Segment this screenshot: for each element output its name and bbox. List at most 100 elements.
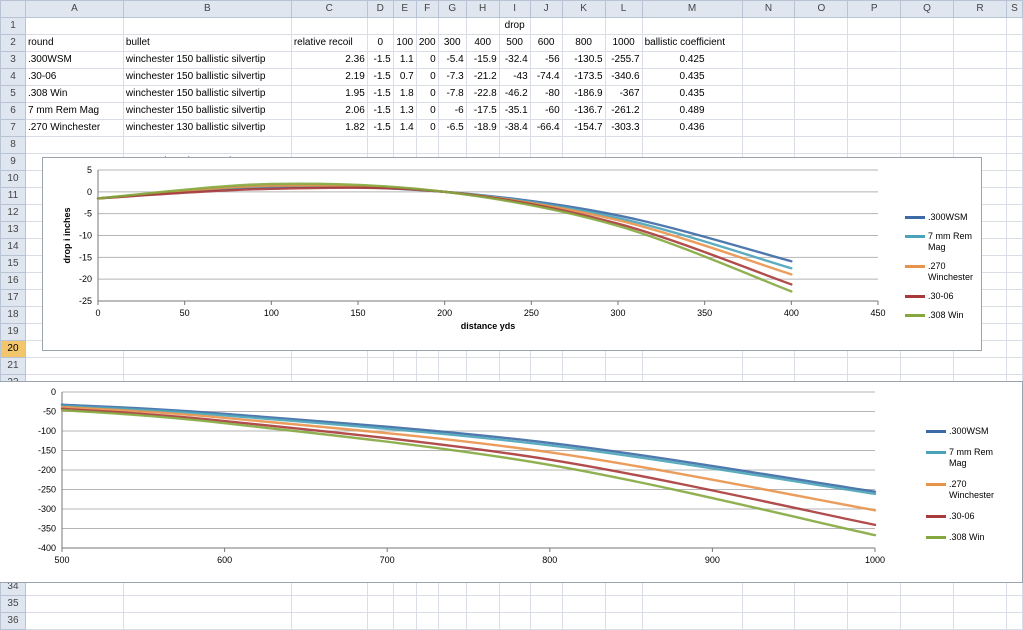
cell[interactable] (641, 612, 743, 630)
row-header[interactable]: 5 (0, 85, 26, 103)
cell[interactable] (465, 357, 500, 375)
data-cell[interactable]: 2.19 (290, 68, 368, 86)
row-header[interactable]: 36 (0, 612, 26, 630)
cell[interactable] (741, 34, 796, 52)
data-cell[interactable]: -136.7 (561, 102, 606, 120)
cell[interactable] (1005, 102, 1023, 120)
cell[interactable] (122, 595, 292, 613)
row-header[interactable]: 8 (0, 136, 26, 154)
data-cell[interactable]: -1.5 (366, 119, 394, 137)
cell[interactable] (741, 119, 796, 137)
cell[interactable] (1005, 272, 1023, 290)
data-cell[interactable]: -367 (604, 85, 643, 103)
data-cell[interactable]: .30-06 (24, 68, 124, 86)
cell[interactable] (465, 136, 500, 154)
data-cell[interactable]: winchester 130 ballistic silvertip (122, 119, 292, 137)
cell[interactable] (794, 51, 849, 69)
data-cell[interactable]: -7.8 (437, 85, 467, 103)
cell[interactable]: drop (498, 17, 531, 35)
cell[interactable] (1005, 221, 1023, 239)
row-header[interactable]: 10 (0, 170, 26, 188)
cell[interactable] (290, 17, 368, 35)
data-cell[interactable]: -21.2 (465, 68, 500, 86)
column-header-r[interactable]: R (953, 0, 1007, 18)
data-cell[interactable]: -6.5 (437, 119, 467, 137)
row-header[interactable]: 19 (0, 323, 26, 341)
column-header-d[interactable]: D (366, 0, 394, 18)
cell[interactable] (1005, 289, 1023, 307)
data-cell[interactable]: -18.9 (465, 119, 500, 137)
cell[interactable] (900, 612, 954, 630)
column-header-l[interactable]: L (604, 0, 643, 18)
data-cell[interactable]: -154.7 (561, 119, 606, 137)
cell[interactable] (24, 357, 124, 375)
cell[interactable] (1005, 187, 1023, 205)
row-header[interactable]: 1 (0, 17, 26, 35)
cell[interactable] (529, 595, 563, 613)
cell[interactable] (1005, 85, 1023, 103)
cell[interactable] (741, 51, 796, 69)
data-cell[interactable]: 1.4 (392, 119, 417, 137)
cell[interactable] (366, 136, 394, 154)
cell[interactable] (741, 68, 796, 86)
data-cell[interactable]: -22.8 (465, 85, 500, 103)
cell[interactable] (604, 136, 643, 154)
data-cell[interactable]: -340.6 (604, 68, 643, 86)
cell[interactable] (290, 595, 368, 613)
cell[interactable] (415, 136, 439, 154)
cell[interactable] (290, 136, 368, 154)
cell[interactable] (1005, 612, 1023, 630)
data-cell[interactable]: -35.1 (498, 102, 531, 120)
cell[interactable] (847, 85, 902, 103)
header-cell[interactable]: round (24, 34, 124, 52)
cell[interactable] (1005, 595, 1023, 613)
data-cell[interactable]: winchester 150 ballistic silvertip (122, 51, 292, 69)
data-cell[interactable]: 0 (415, 51, 439, 69)
row-header[interactable]: 17 (0, 289, 26, 307)
cell[interactable] (465, 612, 500, 630)
cell[interactable] (953, 68, 1007, 86)
data-cell[interactable]: -130.5 (561, 51, 606, 69)
cell[interactable] (437, 612, 467, 630)
data-cell[interactable]: 0.7 (392, 68, 417, 86)
cell[interactable] (392, 136, 417, 154)
header-cell[interactable]: bullet (122, 34, 292, 52)
cell[interactable] (953, 136, 1007, 154)
cell[interactable] (561, 612, 606, 630)
cell[interactable] (794, 17, 849, 35)
column-header-j[interactable]: J (529, 0, 563, 18)
cell[interactable] (794, 612, 849, 630)
cell[interactable] (24, 17, 124, 35)
row-header[interactable]: 6 (0, 102, 26, 120)
cell[interactable] (794, 85, 849, 103)
row-header[interactable]: 13 (0, 221, 26, 239)
cell[interactable] (1005, 119, 1023, 137)
cell[interactable] (437, 595, 467, 613)
row-header[interactable]: 18 (0, 306, 26, 324)
cell[interactable] (437, 17, 467, 35)
cell[interactable] (900, 102, 954, 120)
cell[interactable] (561, 136, 606, 154)
cell[interactable] (847, 17, 902, 35)
column-header-k[interactable]: K (561, 0, 606, 18)
cell[interactable] (641, 595, 743, 613)
cell[interactable] (604, 595, 643, 613)
cell[interactable] (122, 136, 292, 154)
cell[interactable] (437, 357, 467, 375)
data-cell[interactable]: winchester 150 ballistic silvertip (122, 68, 292, 86)
row-header[interactable]: 14 (0, 238, 26, 256)
cell[interactable] (953, 612, 1007, 630)
header-cell[interactable]: relative recoil (290, 34, 368, 52)
row-header[interactable]: 12 (0, 204, 26, 222)
cell[interactable] (1005, 340, 1023, 358)
cell[interactable] (290, 612, 368, 630)
cell[interactable] (366, 357, 394, 375)
data-cell[interactable]: -17.5 (465, 102, 500, 120)
cell[interactable] (392, 595, 417, 613)
cell[interactable] (794, 68, 849, 86)
cell[interactable] (953, 102, 1007, 120)
cell[interactable] (1005, 323, 1023, 341)
cell[interactable] (953, 595, 1007, 613)
cell[interactable] (847, 68, 902, 86)
column-header-q[interactable]: Q (900, 0, 954, 18)
